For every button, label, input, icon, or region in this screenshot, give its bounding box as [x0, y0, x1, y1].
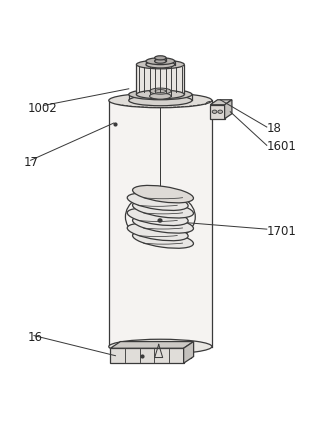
Ellipse shape: [136, 91, 184, 99]
Polygon shape: [210, 106, 224, 120]
Polygon shape: [224, 101, 232, 120]
Ellipse shape: [109, 94, 212, 109]
Text: 18: 18: [267, 121, 282, 134]
Ellipse shape: [212, 111, 217, 114]
Ellipse shape: [129, 90, 192, 101]
Ellipse shape: [127, 194, 188, 211]
Ellipse shape: [133, 216, 193, 233]
Text: 1002: 1002: [27, 101, 57, 114]
Ellipse shape: [146, 59, 175, 66]
Ellipse shape: [109, 339, 212, 354]
Text: 16: 16: [27, 330, 42, 343]
Polygon shape: [111, 342, 194, 348]
Polygon shape: [184, 342, 194, 364]
Polygon shape: [109, 101, 212, 347]
Ellipse shape: [146, 62, 175, 69]
Ellipse shape: [133, 186, 193, 203]
Text: 17: 17: [24, 156, 39, 169]
Polygon shape: [136, 65, 184, 95]
Ellipse shape: [155, 60, 166, 64]
Polygon shape: [111, 348, 184, 364]
Polygon shape: [210, 101, 232, 106]
Ellipse shape: [150, 89, 171, 95]
Ellipse shape: [136, 61, 184, 70]
Ellipse shape: [127, 224, 188, 241]
Ellipse shape: [133, 201, 193, 219]
Text: 1601: 1601: [267, 140, 297, 152]
Ellipse shape: [133, 231, 193, 249]
Ellipse shape: [129, 96, 192, 106]
Ellipse shape: [155, 57, 166, 61]
Text: 1701: 1701: [267, 224, 297, 237]
Ellipse shape: [127, 208, 188, 226]
Ellipse shape: [150, 94, 171, 100]
Ellipse shape: [218, 111, 222, 114]
